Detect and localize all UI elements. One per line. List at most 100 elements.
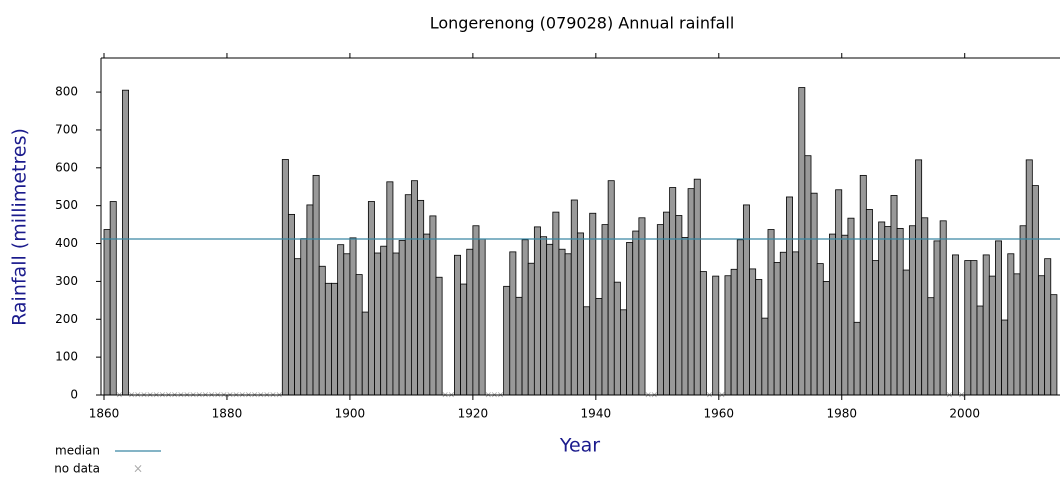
bar (675, 215, 683, 396)
bar (853, 321, 861, 396)
bar (804, 155, 812, 396)
legend-nodata-label: no data (54, 462, 100, 476)
bar (952, 254, 959, 396)
bar (583, 306, 591, 396)
bar (312, 174, 320, 396)
bar (669, 187, 677, 396)
bar (503, 285, 511, 396)
bar (337, 244, 345, 396)
bar (798, 87, 806, 396)
bar (1019, 225, 1027, 396)
bar (472, 225, 480, 396)
bar (847, 217, 855, 396)
bar (865, 209, 873, 396)
bar (570, 199, 578, 396)
bar (927, 297, 935, 396)
bar (460, 283, 468, 396)
bar (693, 178, 701, 396)
y-tick-label: 600 (55, 160, 78, 174)
bar (343, 253, 351, 396)
bar (712, 275, 720, 396)
bar (841, 234, 849, 396)
bar (533, 226, 541, 396)
bar (884, 226, 892, 396)
x-tick-label: 1860 (89, 407, 120, 421)
bar (749, 268, 757, 396)
bar (367, 201, 375, 396)
y-tick-label: 700 (55, 122, 78, 136)
bar (1025, 159, 1033, 396)
bar (902, 269, 910, 396)
bar (398, 240, 406, 396)
y-tick-label: 500 (55, 198, 78, 212)
bar (1013, 273, 1021, 396)
x-tick-label: 1940 (581, 407, 612, 421)
y-tick-label: 300 (55, 274, 78, 288)
bar (601, 224, 609, 396)
bar (1050, 294, 1058, 396)
bar (1001, 319, 1009, 396)
bar (872, 260, 880, 396)
bar (300, 238, 308, 396)
y-tick-label: 100 (55, 350, 78, 364)
bar (527, 262, 535, 396)
x-tick-label: 1900 (335, 407, 366, 421)
bar (908, 225, 916, 396)
bar (656, 224, 664, 396)
bar (410, 180, 418, 396)
bar (829, 233, 837, 396)
y-tick-label: 0 (70, 388, 78, 402)
bar (423, 233, 431, 396)
x-tick-label: 1980 (826, 407, 857, 421)
bar (355, 274, 363, 396)
bar (890, 195, 898, 396)
bar (810, 192, 818, 396)
legend-median-label: median (55, 444, 100, 458)
bar (1038, 275, 1046, 396)
bar (349, 237, 357, 396)
bar (324, 282, 332, 396)
bar (509, 251, 517, 396)
bar (632, 230, 640, 396)
bar (122, 89, 129, 396)
bar (281, 159, 289, 396)
bar (466, 248, 474, 396)
chart-title: Longerenong (079028) Annual rainfall (430, 14, 735, 33)
bar (386, 181, 394, 396)
bar (607, 180, 615, 396)
bar (859, 174, 867, 396)
bar (742, 204, 750, 396)
bar (982, 254, 990, 396)
x-axis-label: Year (559, 435, 600, 457)
bar (620, 309, 627, 396)
bar (976, 305, 984, 396)
bar (429, 215, 437, 396)
x-tick-label: 1880 (212, 407, 243, 421)
bar (613, 281, 621, 396)
x-tick-label: 1920 (458, 407, 489, 421)
bar (521, 239, 529, 396)
bar (995, 240, 1002, 396)
bar (318, 265, 326, 396)
y-axis-label: Rainfall (millimetres) (9, 128, 31, 326)
bar (380, 245, 388, 396)
bar (773, 262, 781, 396)
bar (558, 248, 566, 396)
x-tick-label: 2000 (949, 407, 980, 421)
bar (988, 275, 996, 396)
bar (939, 220, 947, 396)
bar (767, 229, 775, 396)
bar (779, 251, 787, 396)
y-tick-label: 800 (55, 85, 78, 99)
bar (546, 243, 554, 396)
bar (404, 194, 412, 396)
bar (761, 317, 769, 396)
bar (576, 232, 584, 396)
bar (822, 281, 830, 396)
bar (294, 258, 302, 396)
bar (896, 227, 904, 396)
bar (109, 201, 117, 396)
x-tick-label: 1960 (704, 407, 735, 421)
bar (454, 254, 461, 396)
